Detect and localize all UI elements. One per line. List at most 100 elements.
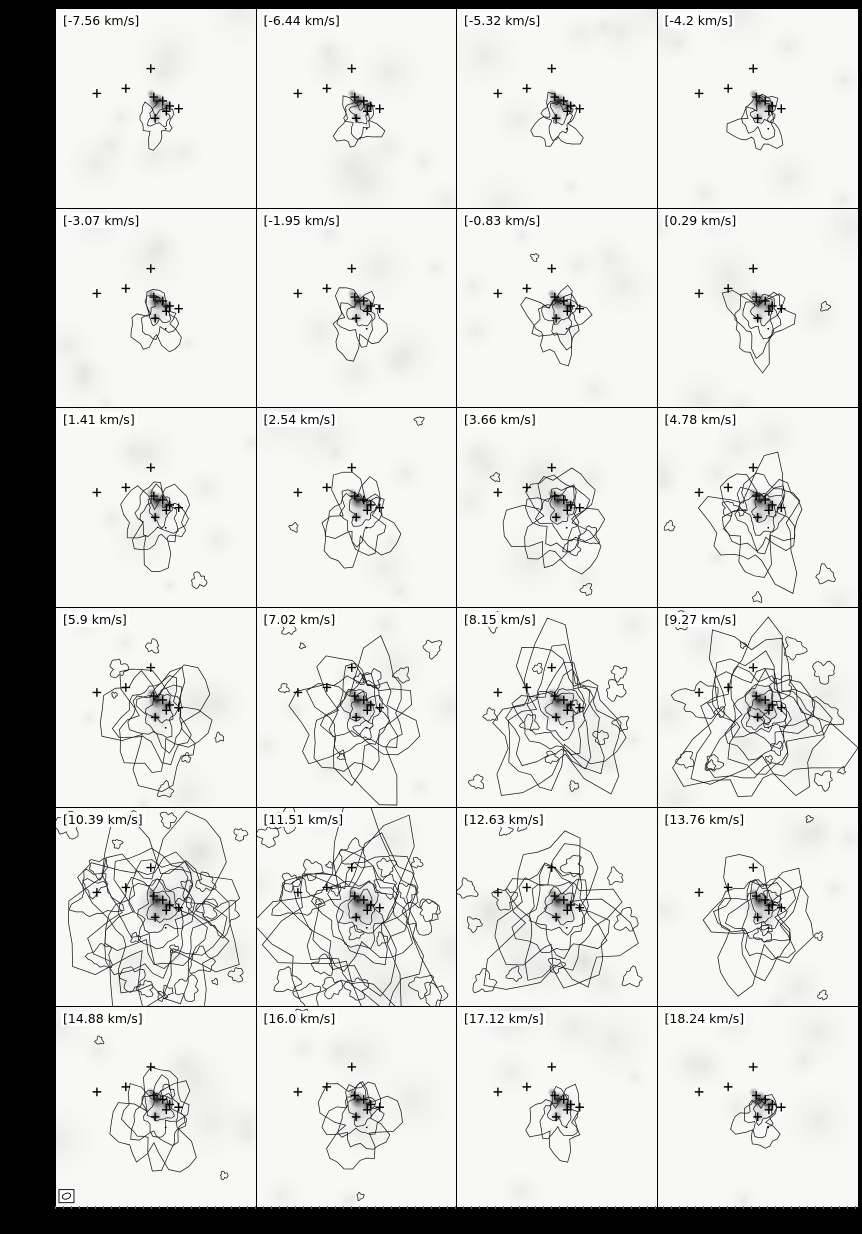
star-position-markers	[293, 862, 384, 922]
star-position-markers	[694, 1062, 786, 1122]
channel-map-plot	[64, 9, 256, 195]
channel-map-plot	[457, 222, 657, 408]
contour-lines	[94, 1035, 229, 1181]
star-position-markers	[493, 64, 584, 123]
channel-panel-10: [3.66 km/s]	[457, 408, 658, 608]
velocity-label: [17.12 km/s]	[462, 1011, 546, 1027]
velocity-label: [1.41 km/s]	[61, 412, 137, 428]
channel-panel-17: [11.51 km/s]	[256, 807, 457, 1008]
star-position-markers	[694, 862, 786, 922]
point-source-dot	[766, 327, 769, 330]
star-position-markers	[293, 64, 384, 123]
channel-panel-1: [-6.44 km/s]	[256, 9, 457, 209]
velocity-label: [18.24 km/s]	[662, 1011, 747, 1027]
velocity-label: [-3.07 km/s]	[61, 212, 142, 228]
channel-panel-5: [-1.95 km/s]	[256, 208, 457, 409]
channel-panel-16: [10.39 km/s]	[56, 807, 257, 1008]
contour-lines	[530, 91, 584, 147]
channel-panel-18: [12.63 km/s]	[457, 807, 658, 1008]
contour-lines	[725, 93, 783, 151]
contour-lines	[457, 818, 643, 993]
velocity-label: [9.27 km/s]	[662, 612, 739, 627]
point-source-dot	[164, 127, 167, 130]
velocity-label: [12.63 km/s]	[462, 811, 546, 827]
channel-panel-3: [-4.2 km/s]	[657, 9, 858, 209]
star-position-markers	[493, 862, 584, 922]
channel-map-plot	[92, 423, 256, 597]
point-source-dot	[164, 1126, 167, 1129]
channel-map-plot	[457, 432, 612, 599]
point-source-dot	[565, 926, 568, 929]
velocity-label: [-7.56 km/s]	[61, 13, 142, 28]
star-position-markers	[293, 663, 384, 722]
star-position-markers	[493, 463, 584, 522]
contour-lines	[489, 467, 606, 597]
contour-lines	[120, 481, 208, 590]
point-source-dot	[766, 726, 769, 729]
point-source-dot	[766, 1126, 769, 1129]
point-source-dot	[365, 127, 368, 130]
channel-map-plot	[56, 1007, 256, 1204]
channel-panel-20: [14.88 km/s]	[56, 1007, 257, 1207]
star-position-markers	[92, 862, 183, 922]
contour-lines	[130, 288, 182, 352]
channel-map-plot	[657, 9, 858, 208]
channel-map-plot	[657, 610, 858, 807]
star-position-markers	[293, 1062, 384, 1122]
panel-grid: [-7.56 km/s] [-6.44 km/s] [-5.32 km/s] [-4.…	[55, 8, 859, 1208]
star-position-markers	[694, 663, 786, 722]
velocity-label: [-5.32 km/s]	[462, 13, 543, 28]
point-source-dot	[565, 726, 568, 729]
beam-ellipse-icon	[58, 1189, 75, 1204]
channel-map-plot	[56, 208, 198, 408]
contour-lines	[721, 289, 831, 374]
velocity-label: [2.54 km/s]	[261, 412, 338, 428]
contour-lines	[56, 809, 249, 1007]
velocity-label: [0.29 km/s]	[662, 212, 739, 228]
contour-lines	[702, 814, 828, 1000]
channel-map-plot	[657, 408, 858, 607]
bottom-axis-ticks	[55, 1206, 857, 1209]
velocity-label: [10.39 km/s]	[61, 811, 145, 827]
point-source-dot	[565, 127, 568, 130]
velocity-label: [3.66 km/s]	[462, 412, 538, 428]
star-position-markers	[92, 663, 183, 722]
channel-panel-2: [-5.32 km/s]	[457, 9, 658, 209]
channel-panel-11: [4.78 km/s]	[657, 408, 858, 608]
channel-panel-19: [13.76 km/s]	[657, 807, 858, 1008]
channel-panel-15: [9.27 km/s]	[657, 608, 858, 808]
point-source-dot	[164, 926, 167, 929]
channel-map-plot	[474, 1007, 655, 1207]
channel-map-plot	[657, 208, 858, 408]
star-position-markers	[293, 463, 384, 522]
channel-panel-4: [-3.07 km/s]	[56, 208, 257, 409]
velocity-label: [-0.83 km/s]	[462, 212, 543, 228]
velocity-label: [4.78 km/s]	[662, 412, 739, 428]
channel-panel-21: [16.0 km/s]	[256, 1007, 457, 1207]
channel-map-plot	[657, 807, 858, 1007]
point-source-dot	[565, 1126, 568, 1129]
velocity-label: [-1.95 km/s]	[261, 212, 342, 228]
channel-panel-6: [-0.83 km/s]	[457, 208, 658, 409]
contour-lines	[666, 610, 858, 797]
contour-lines	[332, 95, 385, 148]
channel-panel-9: [2.54 km/s]	[256, 408, 457, 608]
contour-lines	[663, 451, 836, 604]
star-position-markers	[493, 1062, 584, 1122]
contour-lines	[139, 98, 175, 151]
contour-lines	[520, 252, 593, 367]
channel-panel-8: [1.41 km/s]	[56, 408, 257, 608]
channel-map-plot	[256, 807, 456, 1007]
contour-lines	[467, 611, 630, 796]
velocity-label: [5.9 km/s]	[61, 612, 129, 627]
velocity-label: [-6.44 km/s]	[261, 13, 342, 28]
star-position-markers	[92, 1062, 183, 1122]
point-source-dot	[766, 926, 769, 929]
star-position-markers	[694, 463, 786, 522]
channel-panel-13: [7.02 km/s]	[256, 608, 457, 808]
channel-map-plot	[56, 809, 256, 1007]
velocity-label: [7.02 km/s]	[261, 612, 338, 627]
channel-map-plot	[287, 208, 448, 400]
point-source-dot	[565, 327, 568, 330]
